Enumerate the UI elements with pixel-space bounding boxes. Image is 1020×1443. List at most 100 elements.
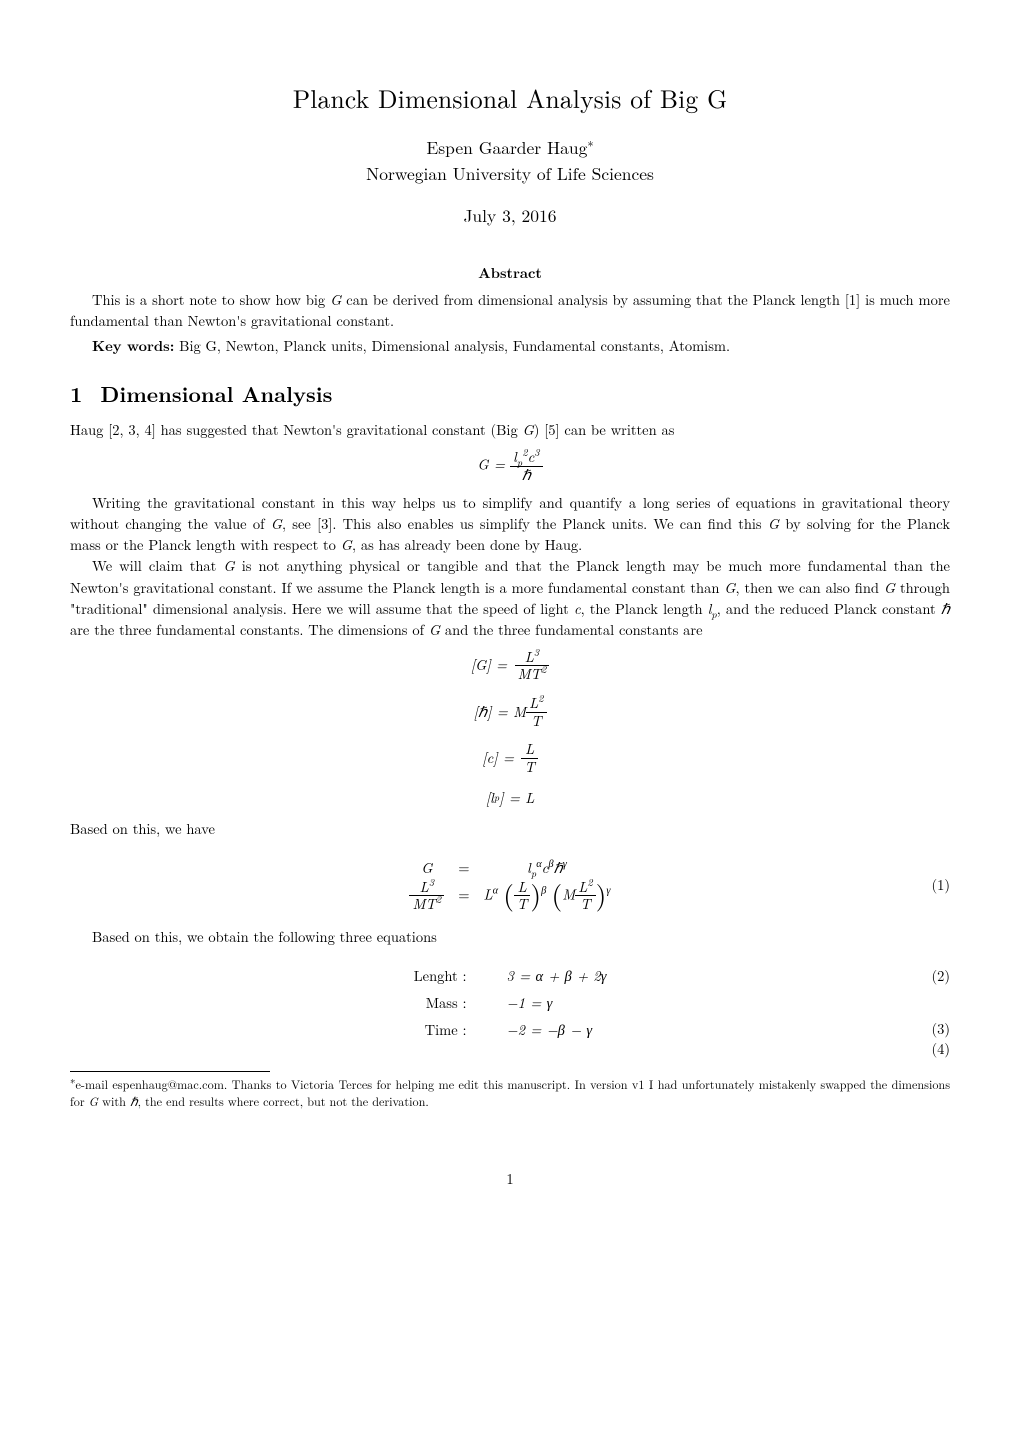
dim-g-den: MT2 [515,666,550,683]
eq2-r2-eq: = [458,885,469,906]
footnote: ∗e-mail espenhaug@mac.com. Thanks to Vic… [70,1074,950,1109]
eq2-r2-rhs: Lα (LT)β (ML2T)γ [483,879,610,913]
eq2-r2-ml: L2T [575,879,595,913]
p2-g2: G [768,514,779,534]
eq2-r1-lhs: G [409,858,444,879]
eq-number-2: (2) [931,966,950,987]
eq2-align: G = lpαcβℏγ L3 MT2 = Lα (LT)β (ML2T)γ [409,858,610,913]
eq2-r2-lhs-num-sup: 3 [429,875,434,890]
dim-g-den-mt: MT [518,664,541,684]
keywords: Key words: Big G, Newton, Planck units, … [70,336,950,357]
dim-hbar: [ℏ] = M L2 T [70,695,950,729]
eq-g-c-sup: 3 [534,445,539,460]
eq2-row1: G = lpαcβℏγ L3 MT2 = Lα (LT)β (ML2T)γ (1… [70,858,950,913]
p3-h: and the three fundamental constants are [440,620,702,640]
lparen2-icon: ( [552,873,563,912]
equation-g: G = lp2c3 ℏ [70,449,950,483]
abstract-body: This is a short note to show how big G c… [70,290,950,332]
footnote-c: , the end results where correct, but not… [138,1092,429,1110]
eq2-r2-la-sup: α [493,882,498,897]
footnote-hbar: ℏ [130,1092,138,1110]
para-3: We will claim that G is not anything phy… [70,556,950,640]
sys-r1-eq: 3 = α + β + 2γ [507,966,607,987]
p2-b: , see [3]. This also enables us simplify… [282,514,768,534]
eq-number-4: (4) [931,1039,950,1060]
eq2-r2-ml-sup: γ [606,882,610,897]
section-title: Dimensional Analysis [100,379,332,409]
section-number: 1 [70,379,82,409]
dim-lp: [lp] = L [70,788,950,809]
dim-h-frac: L2 T [526,695,546,729]
dim-c-lhs: [c] = [482,748,514,769]
sys-r3-label: Time : [414,1020,467,1041]
dim-g: [G] = L3 MT2 [70,649,950,683]
p3-g3: G [884,578,895,598]
abstract-text-a: This is a short note to show how big [92,290,330,310]
p3-c-sym: c [574,599,581,619]
rparen-icon: ) [530,873,541,912]
p3-g4: G [429,620,440,640]
author-name: Espen Gaarder Haug [426,135,587,160]
eq2-r2-la: L [483,884,492,904]
footnote-b: with [98,1092,130,1110]
p3-lp: lp [708,599,717,619]
based-1: Based on this, we have [70,819,950,840]
dim-c: [c] = L T [70,741,950,775]
author-block: Espen Gaarder Haug∗ Norwegian University… [70,135,950,188]
dim-h-num-l: L [529,693,538,713]
author-footnote-mark: ∗ [587,133,593,151]
eq-g-den: ℏ [510,467,542,484]
based-2: Based on this, we obtain the following t… [70,927,950,948]
dim-g-num-sup: 3 [534,645,539,660]
eq2-r2-lhs: L3 MT2 [409,879,444,913]
section-heading: 1 Dimensional Analysis [70,379,950,410]
lparen-icon: ( [503,873,514,912]
p3-f: , and the reduced Planck constant [717,599,941,619]
abstract-heading: Abstract [70,263,950,284]
p2-d: , as has already been done by Haug. [352,535,582,555]
page-number: 1 [70,1169,950,1190]
eq2-r2-ml-num-sup: 2 [587,875,592,890]
eq-number-1: (1) [931,875,950,896]
p3-g2: G [724,578,735,598]
date: July 3, 2016 [70,203,950,228]
sys-row-1: Lenght : 3 = α + β + 2γ Mass : −1 = γ Ti… [70,966,950,1041]
footnote-g: G [89,1092,98,1110]
keywords-text: Big G, Newton, Planck units, Dimensional… [174,336,730,356]
eq2-r2-lt-den: T [514,896,530,913]
p3-g: are the three fundamental constants. The… [70,620,429,640]
p1-g: G [523,420,534,440]
eq2-r2-lhs-den-mt: MT [412,894,435,914]
sys-grid: Lenght : 3 = α + β + 2γ Mass : −1 = γ Ti… [414,966,607,1041]
sys-r3-eq: −2 = −β − γ [507,1020,607,1041]
dim-lp-rhs: ] = L [499,788,534,809]
dim-c-frac: L T [521,741,537,775]
eq-number-3: (3) [931,1019,950,1040]
eq2-r2-ml-den: T [575,896,595,913]
author-affiliation: Norwegian University of Life Sciences [366,161,654,186]
dim-h-num-sup: 2 [538,691,543,706]
p3-a: We will claim that [92,556,223,576]
dim-h-den: T [526,713,546,730]
sys-r2-label: Mass : [414,993,467,1014]
eq2-r2-lt: LT [514,879,530,913]
dim-g-den-sup: 2 [541,662,546,677]
sys-r2-eq: −1 = γ [507,993,607,1014]
p3-e: , the Planck length [581,599,708,619]
dim-c-den: T [521,759,537,776]
p1-a: Haug [2, 3, 4] has suggested that Newton… [70,420,523,440]
eq2-r1-eq: = [458,858,469,879]
equation-block-2: G = lpαcβℏγ L3 MT2 = Lα (LT)β (ML2T)γ (1… [70,858,950,913]
p3-hbar: ℏ [941,599,950,619]
p2-g1: G [271,514,282,534]
dim-g-frac: L3 MT2 [515,649,550,683]
title-text: Planck Dimensional Analysis of Big G [293,80,728,116]
equation-system: Lenght : 3 = α + β + 2γ Mass : −1 = γ Ti… [70,966,950,1045]
dim-h-num: L2 [526,695,546,713]
dimension-equations: [G] = L3 MT2 [ℏ] = M L2 T [c] = L T [lp]… [70,649,950,809]
p1-b: ) [5] can be written as [534,420,675,440]
p3-g1: G [223,556,234,576]
p2-g3: G [341,535,352,555]
sys-r1-label: Lenght : [414,966,467,987]
para-2: Writing the gravitational constant in th… [70,493,950,556]
